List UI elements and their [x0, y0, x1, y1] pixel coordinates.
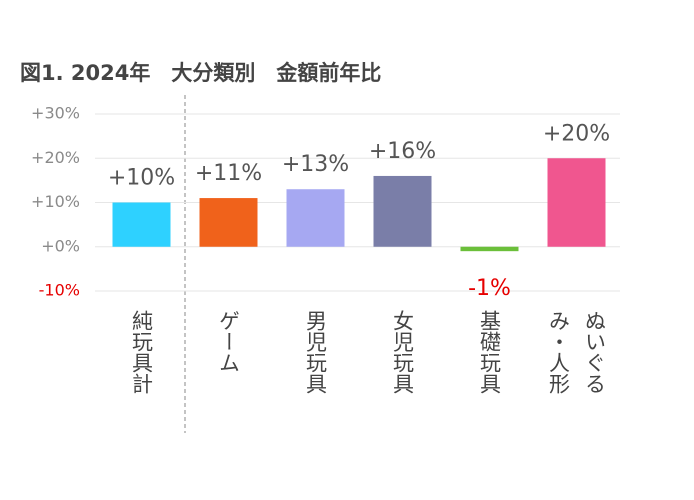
- value-label: +20%: [543, 121, 610, 146]
- bar: [199, 198, 258, 247]
- y-tick-label: +10%: [31, 192, 80, 211]
- x-tick-label: 女児玩具: [390, 310, 415, 394]
- x-tick-label: 純玩具計: [129, 310, 154, 394]
- value-label: +13%: [282, 152, 349, 177]
- chart-title: 図1. 2024年 大分類別 金額前年比: [20, 61, 381, 85]
- bar: [460, 246, 519, 252]
- bar: [112, 202, 171, 247]
- x-tick-label: 男児玩具: [303, 310, 328, 394]
- x-tick-label: ぬいぐるみ・人形: [546, 310, 607, 394]
- y-tick-label: -10%: [39, 281, 80, 300]
- value-label: +10%: [108, 166, 175, 191]
- x-tick-label: 基礎玩具: [477, 310, 502, 394]
- x-tick-label: ゲーム: [216, 310, 241, 373]
- y-tick-label: +20%: [31, 148, 80, 167]
- value-label: -1%: [468, 276, 511, 301]
- bar: [547, 158, 606, 247]
- bar: [286, 189, 345, 247]
- bar: [373, 175, 432, 247]
- value-label: +11%: [195, 161, 262, 186]
- y-tick-label: +0%: [41, 236, 80, 255]
- y-tick-label: +30%: [31, 104, 80, 123]
- value-label: +16%: [369, 139, 436, 164]
